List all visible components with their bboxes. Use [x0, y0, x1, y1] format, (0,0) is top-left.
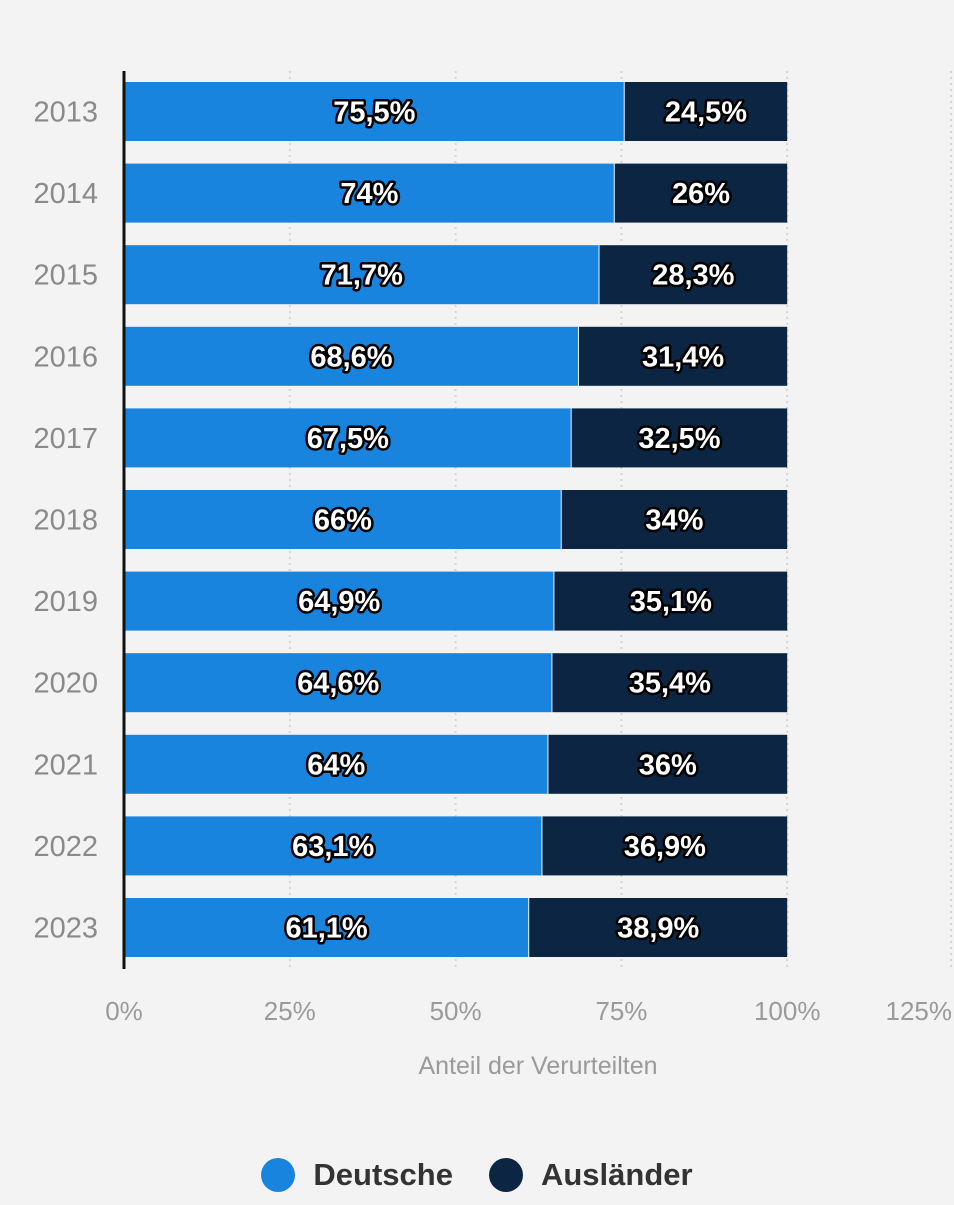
bars — [124, 82, 788, 957]
y-tick-label-2023: 2023 — [33, 913, 98, 945]
data-label-auslaender-2017: 32,5% — [638, 423, 720, 455]
legend-dot-deutsche — [261, 1158, 296, 1192]
data-label-auslaender-2020: 35,4% — [629, 668, 711, 700]
bar-deutsche-2021[interactable] — [124, 734, 548, 794]
bar-deutsche-2013[interactable] — [124, 82, 624, 141]
data-label-auslaender-2018: 34% — [645, 505, 703, 537]
data-label-auslaender-2013: 24,5% — [665, 97, 747, 129]
legend-label-auslaender: Ausländer — [540, 1157, 693, 1192]
bar-auslaender-2017[interactable] — [571, 408, 788, 468]
legend-item-deutsche[interactable]: Deutsche — [261, 1157, 453, 1193]
legend: Deutsche Ausländer — [0, 1148, 954, 1202]
data-label-deutsche-2018: 66% — [314, 505, 372, 537]
bar-deutsche-2015[interactable] — [124, 245, 599, 305]
bar-auslaender-2014[interactable] — [614, 163, 788, 223]
x-tick-label-125: 125% — [886, 996, 953, 1026]
data-label-auslaender-2016: 31,4% — [642, 341, 724, 373]
bar-deutsche-2022[interactable] — [124, 816, 542, 876]
x-axis-title: Anteil der Verurteilten — [418, 1052, 657, 1080]
data-label-deutsche-2015: 71,7% — [321, 260, 403, 292]
data-label-auslaender-2014: 26% — [672, 178, 730, 210]
data-label-deutsche-2014: 74% — [340, 178, 398, 210]
bar-auslaender-2016[interactable] — [578, 326, 788, 386]
data-label-deutsche-2021: 64% — [307, 749, 365, 781]
y-tick-label-2019: 2019 — [33, 586, 98, 618]
x-tick-label-25: 25% — [264, 996, 316, 1026]
axes: 2013 2014 2015 2016 2017 2018 2019 2020 2021 2022… — [33, 71, 952, 1080]
data-label-auslaender-2015: 28,3% — [652, 260, 734, 292]
y-tick-label-2015: 2015 — [33, 260, 98, 292]
bar-deutsche-2023[interactable] — [124, 898, 529, 957]
bar-auslaender-2022[interactable] — [542, 816, 788, 876]
y-tick-label-2018: 2018 — [33, 505, 98, 537]
legend-item-auslaender[interactable]: Ausländer — [488, 1157, 693, 1193]
bar-labels: 75,5% 24,5% 74% 26% 71,7% 28,3% 68,6% 31,4% 67,5… — [283, 94, 750, 947]
y-tick-label-2020: 2020 — [33, 668, 98, 700]
bar-auslaender-2023[interactable] — [529, 898, 788, 957]
bar-deutsche-2018[interactable] — [124, 490, 561, 549]
bar-auslaender-2013[interactable] — [624, 82, 788, 141]
y-tick-label-2017: 2017 — [33, 423, 98, 455]
data-label-auslaender-2019: 35,1% — [630, 586, 712, 618]
bar-auslaender-2019[interactable] — [554, 571, 788, 631]
bar-deutsche-2016[interactable] — [124, 326, 578, 386]
bar-auslaender-2018[interactable] — [561, 490, 788, 549]
bar-deutsche-2020[interactable] — [124, 653, 552, 713]
x-tick-label-75: 75% — [595, 996, 647, 1026]
bar-auslaender-2021[interactable] — [548, 734, 788, 794]
data-label-deutsche-2013: 75,5% — [333, 97, 415, 129]
data-label-deutsche-2016: 68,6% — [310, 341, 392, 373]
x-tick-label-50: 50% — [430, 996, 482, 1026]
bar-auslaender-2020[interactable] — [552, 653, 788, 713]
bar-auslaender-2015[interactable] — [599, 245, 788, 305]
y-tick-label-2022: 2022 — [33, 831, 98, 863]
x-tick-label-0: 0% — [105, 996, 143, 1026]
data-label-auslaender-2021: 36% — [639, 749, 697, 781]
y-tick-label-2014: 2014 — [33, 178, 98, 210]
x-tick-label-100: 100% — [754, 996, 821, 1026]
legend-dot-auslaender — [488, 1158, 523, 1192]
y-tick-label-2016: 2016 — [33, 341, 98, 373]
y-tick-label-2021: 2021 — [33, 749, 98, 781]
legend-label-deutsche: Deutsche — [313, 1157, 453, 1192]
data-label-auslaender-2022: 36,9% — [624, 831, 706, 863]
data-label-deutsche-2017: 67,5% — [307, 423, 389, 455]
y-tick-label-2013: 2013 — [33, 97, 98, 129]
data-label-deutsche-2023: 61,1% — [285, 913, 367, 945]
bar-deutsche-2017[interactable] — [124, 408, 571, 468]
bar-deutsche-2019[interactable] — [124, 571, 554, 631]
data-label-auslaender-2023: 38,9% — [617, 913, 699, 945]
data-label-deutsche-2019: 64,9% — [298, 586, 380, 618]
data-label-deutsche-2020: 64,6% — [297, 668, 379, 700]
data-label-deutsche-2022: 63,1% — [292, 831, 374, 863]
bar-deutsche-2014[interactable] — [124, 163, 614, 223]
